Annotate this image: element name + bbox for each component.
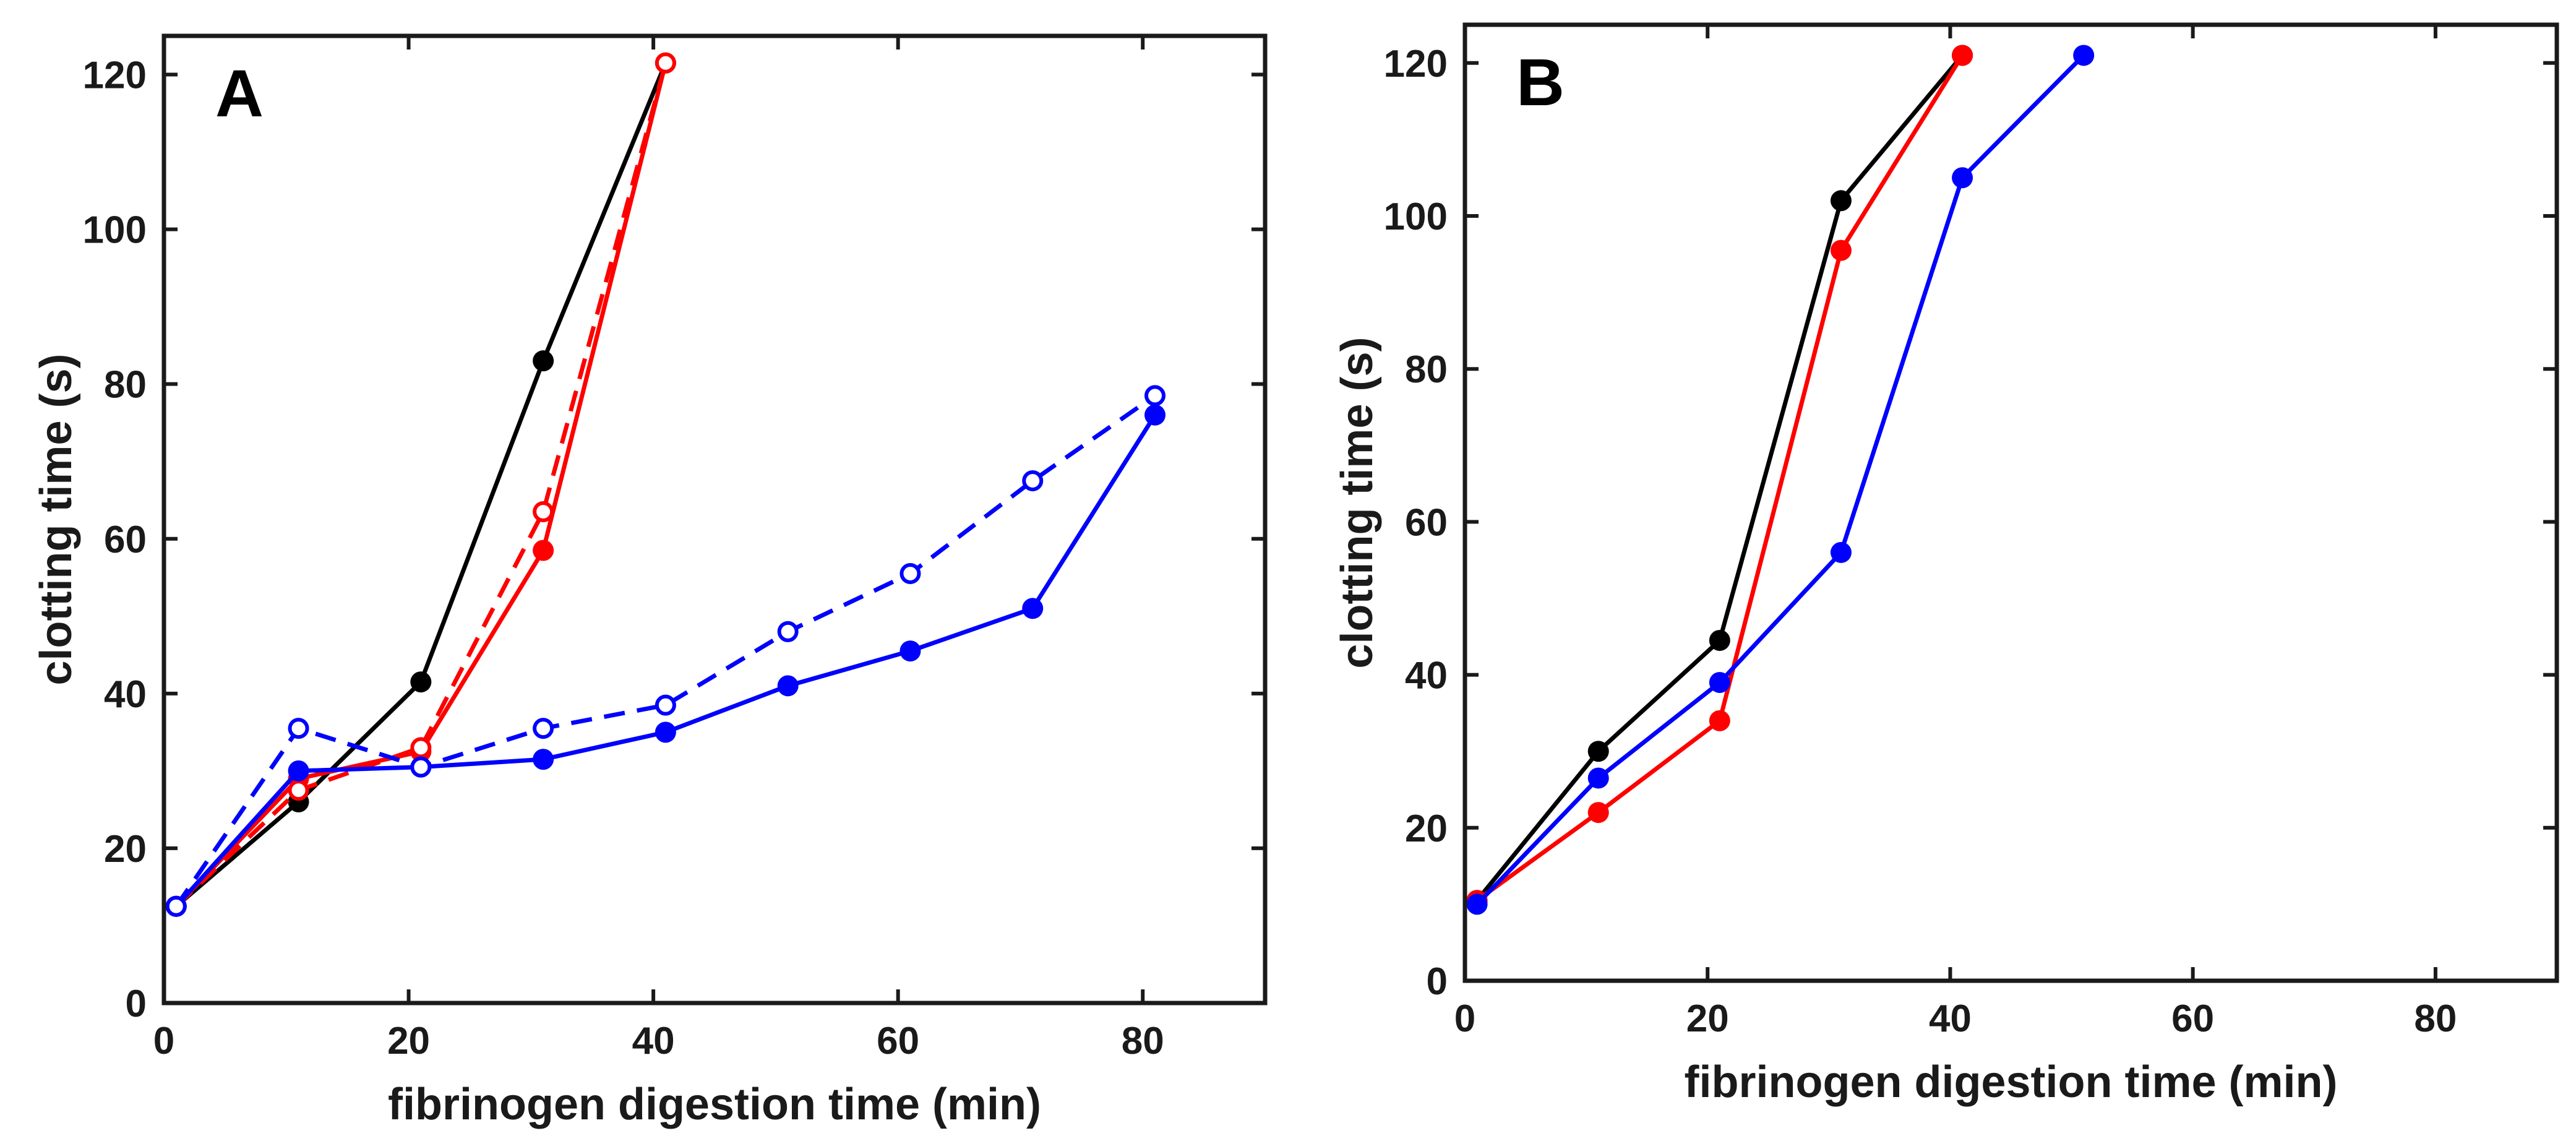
- panel-a-y-tick-label: 60: [104, 519, 147, 561]
- panel-b-series-2-point: [1587, 802, 1609, 824]
- panel-a-x-tick-label: 20: [387, 1020, 430, 1062]
- panel-a-series-1-point: [533, 350, 554, 372]
- panel-a-series-4-point: [655, 721, 676, 743]
- panel-b-x-axis-title: fibrinogen digestion time (min): [1685, 1057, 2338, 1107]
- panel-a-series-2-point: [533, 540, 554, 561]
- panel-b-y-tick-label: 100: [1384, 196, 1448, 238]
- panel-a-series-4-point: [533, 749, 554, 770]
- panel-a-x-tick-label: 60: [877, 1020, 919, 1062]
- panel-a-series-1-point: [410, 671, 432, 693]
- panel-b-series-2-point: [1709, 710, 1730, 731]
- panel-b-axes-frame: [1462, 22, 2559, 983]
- panel-a-series-5-line: [174, 394, 1156, 908]
- panel-a: 0 20 40 60 80 0 20 40 60 80 100 120 A fibrinogen di…: [32, 33, 1268, 1129]
- panel-a-series-4-point: [1022, 598, 1044, 619]
- panel-a-y-tick-label: 0: [126, 983, 147, 1025]
- panel-a-series-3-line: [174, 62, 668, 908]
- panel-a-series-3-point: [288, 780, 309, 801]
- panel-b-series-1-point: [1587, 741, 1609, 762]
- panel-a-series-5-point: [1022, 470, 1044, 491]
- panel-b-y-tick-label: 120: [1384, 43, 1448, 85]
- panel-b-ticks: 0 20 40 60 80 0 20 40 60 80 100 120: [1384, 25, 2557, 1040]
- panel-a-plot-marks: [165, 52, 1166, 917]
- panel-b-x-tick-label: 40: [1929, 997, 1972, 1040]
- panel-b-series-2-point: [1952, 45, 1973, 66]
- panel-a-y-tick-label: 100: [83, 209, 147, 252]
- panel-a-axes-frame: [161, 33, 1268, 1005]
- panel-a-series-4-point: [899, 640, 921, 662]
- panel-b-y-axis-title: clotting time (s): [1333, 337, 1382, 669]
- panel-a-series-3-point: [655, 52, 676, 74]
- panel-a-series-4-point: [288, 760, 309, 781]
- panel-b-plot-marks: [1466, 45, 2095, 915]
- panel-a-y-tick-label: 40: [104, 673, 147, 716]
- panel-a-series-3-point: [410, 737, 432, 759]
- panel-a-series-5-point: [410, 756, 432, 778]
- panel-a-label: A: [215, 56, 264, 131]
- panel-b-y-tick-label: 0: [1427, 960, 1448, 1003]
- panel-b-series-3-point: [1587, 767, 1609, 789]
- panel-a-y-tick-label: 120: [83, 54, 147, 97]
- panel-a-series-4-point: [777, 675, 799, 697]
- panel-a-x-tick-label: 80: [1122, 1020, 1164, 1062]
- panel-a-series-5-point: [655, 694, 676, 716]
- panel-b: 0 20 40 60 80 0 20 40 60 80 100 120 B fibrinogen di…: [1333, 22, 2559, 1107]
- panel-a-y-tick-label: 80: [104, 364, 147, 407]
- panel-a-series-5-point: [533, 718, 554, 739]
- panel-b-series-2-point: [1830, 239, 1852, 261]
- panel-a-series-5-point: [288, 718, 309, 739]
- panel-b-x-tick-label: 80: [2414, 997, 2457, 1040]
- panel-b-x-tick-label: 0: [1454, 997, 1475, 1040]
- panel-b-series-3-line: [1475, 53, 2085, 906]
- panel-a-series-4-point: [1144, 404, 1166, 426]
- panel-a-series-3-point: [533, 501, 554, 522]
- panel-a-x-axis-title: fibrinogen digestion time (min): [388, 1080, 1041, 1129]
- panel-a-ticks: 0 20 40 60 80 0 20 40 60 80 100 120: [83, 36, 1265, 1062]
- panel-a-x-tick-label: 40: [632, 1020, 675, 1062]
- panel-b-x-tick-label: 20: [1686, 997, 1729, 1040]
- panel-a-x-tick-label: 0: [153, 1020, 174, 1062]
- panel-b-x-tick-label: 60: [2171, 997, 2214, 1040]
- panel-b-y-tick-label: 40: [1405, 655, 1448, 697]
- panel-a-y-tick-label: 20: [104, 828, 147, 871]
- panel-b-series-1-point: [1830, 190, 1852, 212]
- panel-b-series-3-point: [1466, 893, 1488, 915]
- panel-a-series-5-point: [777, 621, 799, 642]
- panel-b-series-3-point: [1952, 167, 1973, 189]
- panel-a-series-5-point: [1144, 385, 1166, 407]
- panel-b-y-tick-label: 80: [1405, 348, 1448, 391]
- panel-a-y-axis-title: clotting time (s): [32, 354, 81, 686]
- panel-a-series-5-point: [899, 563, 921, 585]
- panel-b-series-3-point: [2073, 45, 2095, 66]
- panel-a-series-5-point: [165, 895, 187, 917]
- panel-b-series-1-point: [1709, 629, 1730, 651]
- panel-b-y-tick-label: 60: [1405, 501, 1448, 544]
- panel-b-series-3-point: [1709, 671, 1730, 693]
- panel-b-y-tick-label: 20: [1405, 807, 1448, 850]
- panel-b-series-3-point: [1830, 541, 1852, 563]
- panel-b-label: B: [1516, 45, 1565, 119]
